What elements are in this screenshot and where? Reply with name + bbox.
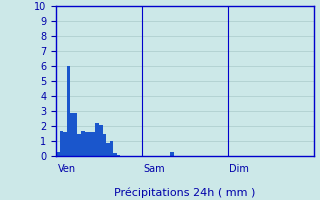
Bar <box>99 124 102 156</box>
Bar <box>70 112 74 156</box>
Bar <box>92 132 95 156</box>
Bar <box>102 134 106 156</box>
Bar <box>81 130 84 156</box>
Bar <box>95 123 99 156</box>
Bar <box>74 112 77 156</box>
Text: Ven: Ven <box>58 164 76 174</box>
Bar <box>117 154 120 156</box>
Bar <box>110 141 113 156</box>
Bar <box>56 152 60 156</box>
Bar <box>67 66 70 156</box>
Text: Précipitations 24h ( mm ): Précipitations 24h ( mm ) <box>114 188 255 198</box>
Bar <box>171 152 174 156</box>
Bar <box>77 134 81 156</box>
Text: Dim: Dim <box>229 164 249 174</box>
Bar <box>84 132 88 156</box>
Bar <box>106 142 110 156</box>
Text: Sam: Sam <box>143 164 165 174</box>
Bar <box>113 153 117 156</box>
Bar <box>60 130 63 156</box>
Bar <box>63 132 67 156</box>
Bar <box>88 132 92 156</box>
